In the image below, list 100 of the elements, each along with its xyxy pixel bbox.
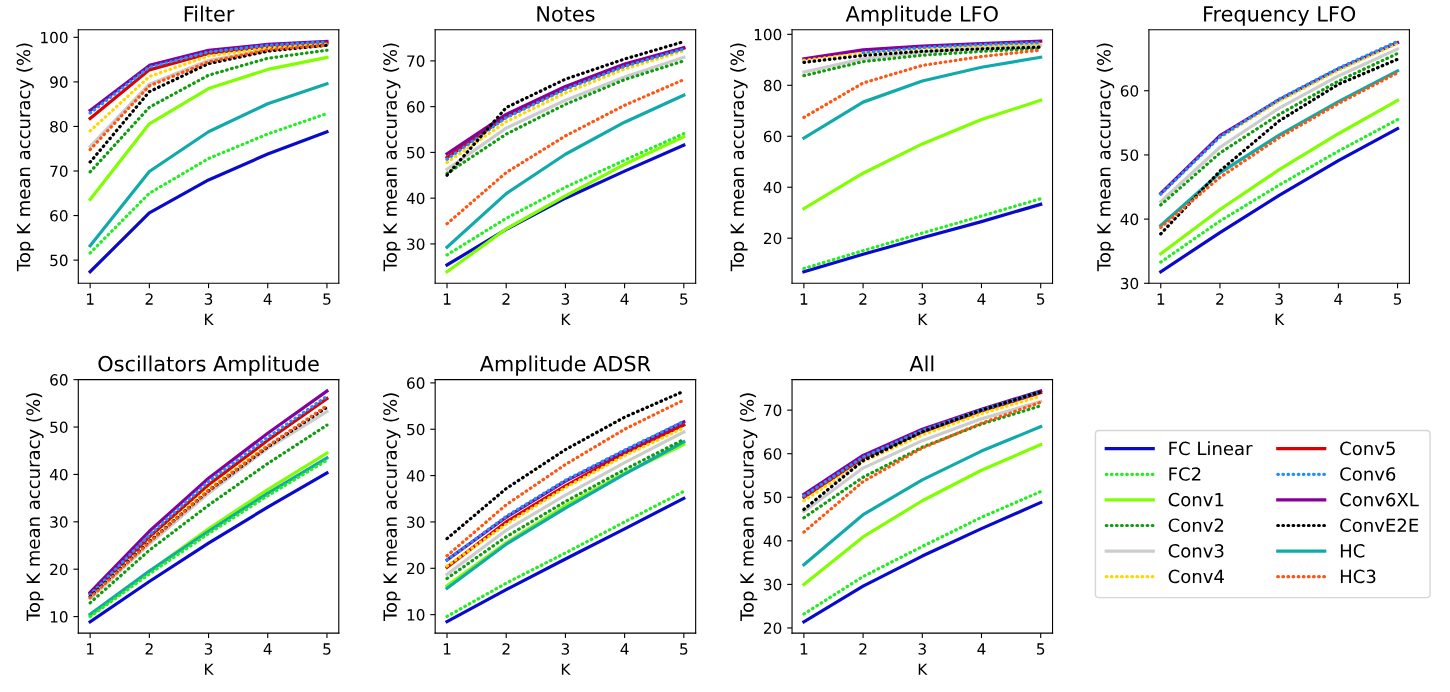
x-tick-label: 4 bbox=[620, 293, 629, 305]
y-tick-label: 30 bbox=[1120, 277, 1139, 290]
x-tick-label: 3 bbox=[1275, 293, 1283, 305]
x-tick-label: 5 bbox=[1393, 293, 1402, 305]
y-tick-label: 60 bbox=[763, 448, 782, 460]
y-tick-label: 50 bbox=[50, 254, 68, 267]
y-tick-label: 60 bbox=[1120, 85, 1139, 97]
y-tick-label: 70 bbox=[407, 55, 425, 67]
y-tick-label: 40 bbox=[406, 470, 425, 482]
x-tick-label: 5 bbox=[323, 293, 331, 305]
y-tick-label: 40 bbox=[763, 181, 782, 194]
y-tick-label: 10 bbox=[50, 611, 68, 623]
x-tick-label: 1 bbox=[86, 643, 94, 655]
legend-label: Conv6 bbox=[1340, 467, 1396, 481]
y-tick-label: 60 bbox=[407, 377, 425, 389]
legend-label: Conv1 bbox=[1168, 492, 1224, 507]
y-tick-label: 20 bbox=[764, 232, 782, 245]
y-tick-label: 100 bbox=[41, 31, 68, 44]
y-tick-label: 60 bbox=[50, 374, 68, 386]
x-tick-label: 1 bbox=[443, 643, 451, 655]
y-tick-label: 50 bbox=[50, 421, 68, 434]
x-tick-label: 4 bbox=[1334, 293, 1343, 305]
y-tick-label: 50 bbox=[407, 423, 425, 436]
y-tick-label: 70 bbox=[50, 165, 68, 178]
x-tick-label: 4 bbox=[977, 293, 986, 305]
legend-label: HC bbox=[1340, 544, 1365, 558]
y-tick-label: 10 bbox=[407, 609, 425, 621]
y-tick-label: 50 bbox=[407, 146, 425, 159]
x-tick-label: 2 bbox=[502, 293, 510, 305]
x-axis-title: K bbox=[561, 663, 571, 675]
x-tick-label: 2 bbox=[1216, 293, 1224, 305]
x-tick-label: 2 bbox=[859, 293, 867, 305]
legend-label: Conv4 bbox=[1168, 569, 1224, 584]
x-tick-label: 3 bbox=[918, 643, 926, 655]
x-tick-label: 4 bbox=[977, 643, 986, 655]
x-tick-label: 2 bbox=[145, 643, 153, 655]
x-tick-label: 3 bbox=[561, 643, 570, 655]
y-axis-title: Top K mean accuracy (%) bbox=[739, 393, 758, 622]
x-axis-title: K bbox=[561, 313, 571, 325]
y-tick-label: 50 bbox=[764, 491, 782, 504]
y-tick-label: 60 bbox=[407, 101, 425, 113]
x-axis-title: K bbox=[918, 313, 928, 325]
x-tick-label: 1 bbox=[800, 293, 808, 305]
y-tick-label: 20 bbox=[407, 562, 425, 575]
x-tick-label: 4 bbox=[620, 643, 629, 655]
chart-title: Amplitude LFO bbox=[845, 5, 998, 26]
y-tick-label: 80 bbox=[763, 79, 782, 92]
y-tick-label: 30 bbox=[764, 578, 782, 591]
x-tick-label: 3 bbox=[204, 643, 213, 655]
chart-title: Frequency LFO bbox=[1204, 5, 1356, 26]
y-axis-title: Top K mean accuracy (%) bbox=[730, 43, 748, 272]
legend-label: FC Linear bbox=[1169, 441, 1253, 456]
y-tick-label: 20 bbox=[50, 563, 68, 576]
chart-title: Filter bbox=[184, 5, 235, 22]
y-tick-label: 30 bbox=[407, 516, 425, 528]
legend-label: Conv2 bbox=[1168, 518, 1224, 533]
x-tick-label: 4 bbox=[263, 643, 272, 655]
x-tick-label: 5 bbox=[323, 643, 331, 655]
x-tick-label: 2 bbox=[145, 293, 153, 305]
legend-label: Conv3 bbox=[1168, 544, 1224, 558]
y-tick-label: 70 bbox=[764, 404, 782, 417]
x-tick-label: 5 bbox=[680, 643, 688, 655]
x-tick-label: 1 bbox=[1157, 293, 1165, 305]
y-tick-label: 100 bbox=[754, 28, 782, 41]
y-axis-title: Top K mean accuracy (%) bbox=[383, 43, 401, 272]
y-tick-label: 20 bbox=[764, 622, 782, 634]
x-tick-label: 5 bbox=[1037, 643, 1045, 655]
legend-label: FC2 bbox=[1169, 467, 1201, 481]
y-axis-title: Top K mean accuracy (%) bbox=[26, 393, 44, 622]
x-axis-title: K bbox=[205, 663, 214, 675]
y-tick-label: 60 bbox=[763, 130, 782, 143]
chart-title: Amplitude ADSR bbox=[479, 355, 651, 376]
y-tick-label: 90 bbox=[50, 76, 68, 88]
x-tick-label: 4 bbox=[263, 293, 272, 305]
x-tick-label: 1 bbox=[443, 293, 451, 305]
y-tick-label: 50 bbox=[1120, 149, 1139, 161]
y-axis-title: Top K mean accuracy (%) bbox=[383, 393, 401, 622]
chart-title: Notes bbox=[537, 6, 595, 22]
y-axis-title: Top K mean accuracy (%) bbox=[1096, 43, 1115, 272]
y-tick-label: 40 bbox=[763, 535, 782, 547]
x-tick-label: 1 bbox=[86, 293, 94, 305]
x-tick-label: 3 bbox=[918, 293, 926, 305]
x-tick-label: 3 bbox=[204, 293, 213, 305]
x-tick-label: 3 bbox=[561, 293, 570, 305]
x-tick-label: 2 bbox=[502, 643, 510, 655]
legend-label: HC3 bbox=[1340, 569, 1376, 584]
y-tick-label: 60 bbox=[50, 210, 68, 222]
y-tick-label: 80 bbox=[50, 120, 68, 133]
chart-title: All bbox=[909, 355, 934, 372]
x-axis-title: K bbox=[1275, 313, 1285, 325]
y-tick-label: 30 bbox=[50, 516, 68, 528]
legend-label: Conv6XL bbox=[1340, 492, 1419, 507]
x-tick-label: 2 bbox=[859, 643, 867, 655]
x-axis-title: K bbox=[205, 313, 214, 325]
y-tick-label: 40 bbox=[49, 468, 68, 481]
x-axis-title: K bbox=[918, 663, 928, 675]
x-tick-label: 5 bbox=[1037, 293, 1045, 305]
x-tick-label: 1 bbox=[800, 643, 808, 655]
chart-title: Oscillators Amplitude bbox=[98, 355, 319, 376]
y-tick-label: 30 bbox=[407, 238, 425, 250]
